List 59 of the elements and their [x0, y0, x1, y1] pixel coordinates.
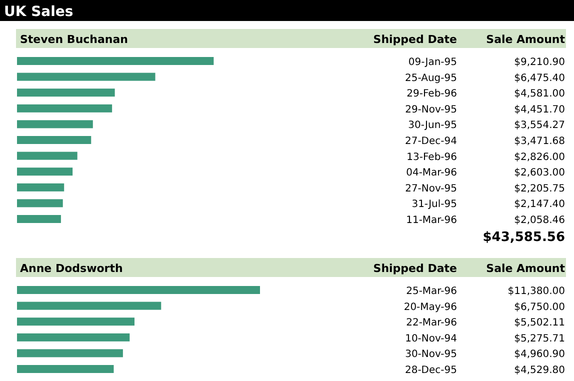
- y-axis-title: Shipped Date: [373, 262, 457, 275]
- data-label: $2,147.40: [514, 199, 565, 210]
- data-label: $2,826.00: [514, 152, 565, 163]
- y-tick-label: 04-Mar-96: [406, 168, 457, 179]
- bar: [17, 333, 130, 342]
- chart-subtitle: Steven Buchanan: [20, 33, 128, 46]
- data-label: $6,750.00: [514, 302, 565, 313]
- bar: [17, 199, 63, 208]
- data-label: $3,471.68: [514, 136, 565, 147]
- data-label: $4,581.00: [514, 88, 565, 100]
- bar: [17, 302, 162, 310]
- y-tick-label: 31-Jul-95: [412, 199, 457, 210]
- bar: [17, 136, 92, 144]
- y-tick-label: 30-Nov-95: [405, 349, 457, 360]
- data-label: $2,205.75: [514, 183, 565, 194]
- bar: [17, 120, 93, 128]
- bar: [17, 183, 64, 192]
- data-label: $4,960.90: [514, 349, 565, 360]
- data-label: $5,275.71: [514, 333, 565, 344]
- chart-title: UK Sales: [4, 4, 74, 20]
- y-tick-label: 28-Dec-95: [404, 365, 457, 376]
- data-label: $9,210.90: [514, 57, 565, 68]
- bar: [17, 72, 156, 81]
- y-tick-label: 13-Feb-96: [406, 152, 457, 163]
- y-tick-label: 29-Nov-95: [405, 104, 457, 116]
- y-tick-label: 22-Mar-96: [406, 318, 457, 329]
- y-tick-label: 20-May-96: [404, 302, 457, 313]
- bar: [17, 286, 260, 294]
- bar: [17, 215, 61, 223]
- y-tick-label: 10-Nov-94: [405, 333, 457, 344]
- y-tick-label: 30-Jun-95: [408, 120, 457, 132]
- data-label: $5,502.11: [514, 318, 565, 329]
- y-tick-label: 11-Mar-96: [406, 215, 457, 226]
- x-axis-title: Sale Amount: [486, 33, 565, 46]
- y-tick-label: 09-Jan-95: [408, 57, 457, 68]
- bar: [17, 349, 123, 358]
- bar: [17, 318, 134, 326]
- y-tick-label: 29-Feb-96: [406, 88, 457, 100]
- data-label: $4,529.80: [514, 365, 565, 376]
- y-tick-label: 27-Dec-94: [404, 136, 457, 147]
- bar: [17, 168, 73, 176]
- data-label: $6,475.40: [514, 72, 565, 84]
- bar: [17, 88, 115, 97]
- data-label: $2,058.46: [514, 215, 565, 226]
- x-axis-title: Sale Amount: [486, 262, 565, 275]
- text: $43,585.56: [482, 230, 565, 245]
- data-label: $3,554.27: [514, 120, 565, 132]
- y-tick-label: 25-Mar-96: [406, 286, 457, 297]
- data-label: $2,603.00: [514, 168, 565, 179]
- bar: [17, 57, 214, 65]
- y-axis-title: Shipped Date: [373, 33, 457, 46]
- chart-subtitle: Anne Dodsworth: [20, 262, 123, 275]
- y-tick-label: 27-Nov-95: [405, 183, 457, 194]
- data-label: $11,380.00: [508, 286, 565, 297]
- bar: [17, 104, 112, 112]
- y-tick-label: 25-Aug-95: [405, 72, 457, 84]
- bar: [17, 365, 114, 373]
- bar: [17, 152, 78, 160]
- data-label: $4,451.70: [514, 104, 565, 116]
